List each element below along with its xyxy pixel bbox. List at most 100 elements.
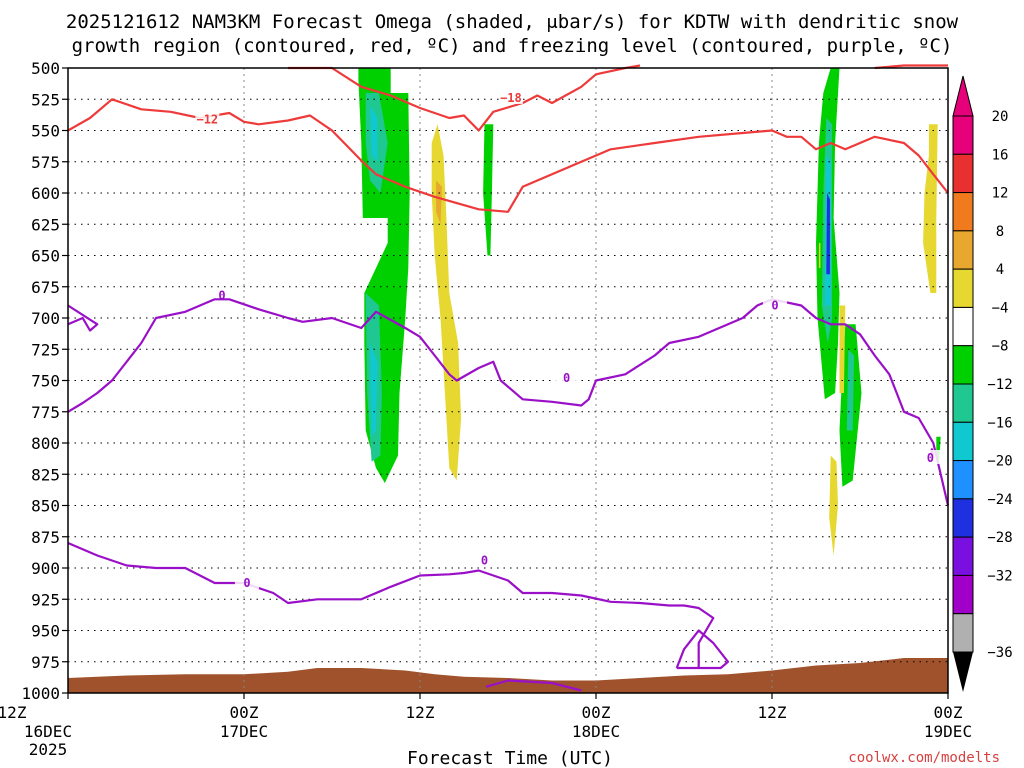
colorbar-label-10: −24 <box>987 492 1012 508</box>
purple-line-8 <box>485 679 582 692</box>
x-tick-time-4: 12Z <box>758 703 787 722</box>
x-tick-date-0: 16DEC <box>24 722 72 741</box>
red-label-bg-1 <box>498 90 523 104</box>
chart-title-line2: growth region (contoured, red, ºC) and f… <box>72 35 953 57</box>
x-tick-time-0: 12Z <box>0 703 27 722</box>
y-tick-label-15: 875 <box>31 528 60 547</box>
omega-shade-11 <box>826 193 830 275</box>
red-label-bg-0 <box>195 111 220 126</box>
colorbar-bottom-arrow <box>953 652 973 692</box>
y-tick-label-8: 700 <box>31 309 60 328</box>
omega-shade-5 <box>431 124 462 481</box>
purple-label-3: 0 <box>771 299 778 313</box>
purple-line-6 <box>675 629 730 670</box>
red-line-2 <box>874 64 948 70</box>
y-tick-label-5: 625 <box>31 215 60 234</box>
colorbar-label-5: −4 <box>992 300 1009 316</box>
colorbar-top-arrow <box>952 75 974 117</box>
y-tick-label-3: 575 <box>31 153 60 172</box>
purple-label-bg-4 <box>234 575 259 589</box>
purple-label-2: 0 <box>563 371 570 385</box>
colorbar-label-1: 16 <box>992 147 1009 163</box>
red-label-0: −12 <box>196 112 218 126</box>
purple-label-bg-3 <box>762 297 787 312</box>
x-tick-date-3: 18DEC <box>572 722 620 741</box>
colorbar-label-8: −16 <box>987 415 1012 431</box>
colorbar-swatch-9 <box>952 460 974 500</box>
purple-label-5: 0 <box>481 554 488 568</box>
y-tick-label-12: 800 <box>31 434 60 453</box>
x-tick-date-1: 17DEC <box>220 722 268 741</box>
omega-shade-2 <box>370 105 378 162</box>
colorbar-label-7: −12 <box>987 377 1012 393</box>
y-tick-label-1: 525 <box>31 90 60 109</box>
purple-label-bg-7 <box>918 450 943 464</box>
omega-shade-18 <box>818 243 821 268</box>
colorbar-label-12: −32 <box>987 568 1012 584</box>
x-tick-year-0: 2025 <box>29 740 68 759</box>
y-tick-label-18: 950 <box>31 622 60 641</box>
dendritic-growth-contours: −12 −18 <box>67 64 949 213</box>
y-axis-ticks: 500 525 550 575 600 625 650 675 700 725 750 775 800 8… <box>21 59 68 703</box>
terrain-fill <box>68 658 948 693</box>
colorbar-label-6: −8 <box>992 339 1009 355</box>
freezing-level-contours: 0 0 0 0 0 0 <box>67 287 950 692</box>
colorbar: 20 16 12 8 4 −4 −8 −12 −16 −20 −24 −28 −32 −36 <box>952 75 1013 692</box>
purple-line-4 <box>67 541 715 668</box>
x-tick-time-3: 00Z <box>582 703 611 722</box>
colorbar-label-0: 20 <box>992 109 1009 125</box>
purple-label-4: 0 <box>243 576 250 590</box>
omega-shade-13 <box>846 349 855 431</box>
omega-shade-6 <box>436 180 442 225</box>
purple-label-bg-5 <box>472 552 497 567</box>
chart-title-line1: 2025121612 NAM3KM Forecast Omega (shaded… <box>66 11 959 33</box>
x-axis-label: Forecast Time (UTC) <box>407 748 613 768</box>
y-tick-label-17: 925 <box>31 590 60 609</box>
purple-label-7: 0 <box>927 451 934 465</box>
y-tick-label-10: 750 <box>31 372 60 391</box>
y-tick-label-0: 500 <box>31 59 60 78</box>
purple-label-bg-0 <box>210 287 234 302</box>
colorbar-swatch-13 <box>952 613 974 653</box>
colorbar-swatch-11 <box>952 536 974 576</box>
y-tick-label-9: 725 <box>31 340 60 359</box>
x-tick-time-1: 00Z <box>230 703 259 722</box>
y-tick-label-19: 975 <box>31 653 60 672</box>
colorbar-label-2: 12 <box>992 186 1009 202</box>
y-tick-label-16: 900 <box>31 559 60 578</box>
colorbar-label-13: −36 <box>987 645 1012 661</box>
y-tick-label-6: 650 <box>31 247 60 266</box>
y-tick-label-14: 850 <box>31 497 60 516</box>
x-tick-date-5: 19DEC <box>924 722 972 741</box>
colorbar-swatch-2 <box>952 192 974 232</box>
omega-shading <box>358 68 941 556</box>
surface-terrain <box>68 658 948 693</box>
colorbar-swatch-5 <box>952 306 974 347</box>
colorbar-swatch-12 <box>952 574 974 615</box>
colorbar-swatch-10 <box>952 498 974 538</box>
colorbar-swatch-8 <box>952 421 974 462</box>
x-tick-time-5: 00Z <box>934 703 963 722</box>
y-tick-label-20: 1000 <box>21 684 60 703</box>
colorbar-label-3: 8 <box>996 224 1004 240</box>
omega-shade-7 <box>483 124 494 256</box>
red-line-0 <box>67 98 949 213</box>
colorbar-label-11: −28 <box>987 530 1012 546</box>
omega-shade-15 <box>923 124 938 293</box>
credit-text: coolwx.com/modelts <box>848 750 1000 766</box>
y-tick-label-11: 775 <box>31 403 60 422</box>
colorbar-swatch-0 <box>952 115 974 155</box>
red-label-1: −18 <box>500 91 522 105</box>
purple-label-bg-2 <box>554 370 579 384</box>
y-tick-label-7: 675 <box>31 278 60 297</box>
purple-label-0: 0 <box>218 289 225 303</box>
gridlines <box>67 67 949 694</box>
colorbar-label-4: 4 <box>996 262 1004 278</box>
x-tick-time-2: 12Z <box>406 703 435 722</box>
purple-line-0 <box>67 304 99 332</box>
colorbar-label-9: −20 <box>987 454 1012 470</box>
y-tick-label-13: 825 <box>31 465 60 484</box>
omega-shade-4 <box>370 343 378 437</box>
y-tick-label-4: 600 <box>31 184 60 203</box>
